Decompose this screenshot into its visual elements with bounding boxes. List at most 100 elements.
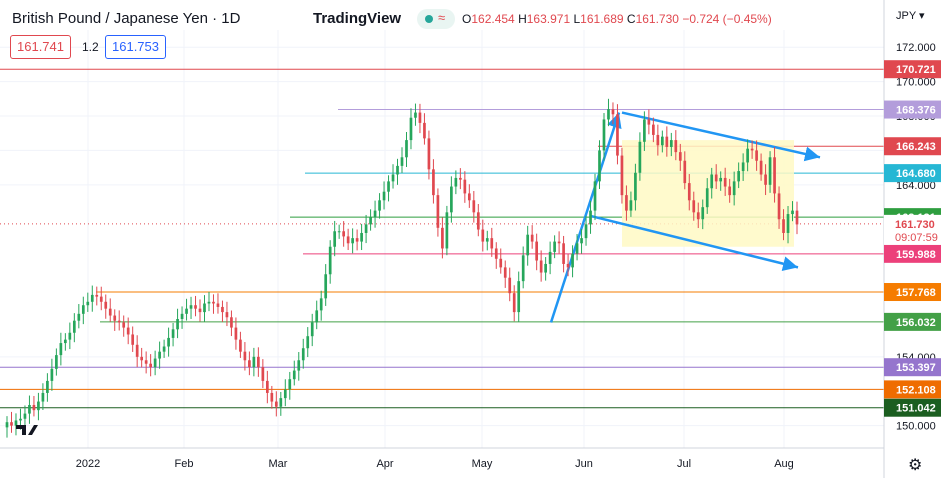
- candle: [248, 351, 251, 376]
- candle-body: [203, 303, 206, 313]
- candle: [180, 306, 184, 329]
- candle: [239, 331, 242, 358]
- candle: [503, 260, 507, 288]
- candle: [782, 209, 785, 241]
- candle-body: [485, 238, 489, 242]
- candle-body: [373, 210, 377, 218]
- candle: [10, 411, 13, 433]
- candle-body: [674, 140, 678, 153]
- candle-body: [59, 343, 63, 356]
- upper-channel-arrow: [621, 111, 821, 162]
- candle: [279, 391, 283, 416]
- candle: [454, 170, 458, 195]
- candle-body: [643, 119, 646, 142]
- candle-body: [364, 224, 368, 233]
- candle-body: [351, 238, 354, 244]
- candle: [59, 332, 63, 366]
- symbol-title[interactable]: British Pound / Japanese Yen · 1D: [12, 10, 241, 27]
- candle-body: [333, 231, 337, 247]
- candle-body: [189, 305, 193, 309]
- candle-body: [355, 238, 359, 242]
- level-price-label: 151.042: [884, 398, 941, 417]
- candle: [580, 228, 583, 254]
- candle: [382, 181, 386, 210]
- candle: [243, 342, 247, 371]
- candle: [786, 206, 790, 244]
- candle: [791, 201, 794, 222]
- candle-body: [696, 212, 700, 220]
- candle-body: [418, 112, 422, 123]
- candle-body: [544, 263, 547, 273]
- candle-body: [400, 157, 404, 166]
- candle: [768, 151, 772, 193]
- candle-body: [494, 248, 498, 259]
- candle: [261, 359, 265, 389]
- candle: [598, 140, 601, 190]
- candle: [342, 221, 345, 247]
- candle: [230, 310, 233, 337]
- level-label-bg: [884, 100, 941, 119]
- buy-button[interactable]: 161.753: [105, 35, 166, 59]
- candle: [270, 385, 274, 409]
- candle: [55, 348, 58, 376]
- candle-body: [714, 174, 718, 182]
- candle-body: [598, 150, 601, 182]
- candle-body: [261, 367, 265, 381]
- candle-body: [301, 348, 305, 361]
- candle-body: [328, 246, 332, 275]
- candle: [508, 267, 512, 302]
- candle-body: [391, 174, 395, 182]
- candle: [732, 171, 736, 206]
- candle-body: [149, 363, 152, 368]
- candle: [476, 203, 480, 237]
- candle-body: [450, 186, 453, 213]
- candle-body: [14, 420, 18, 426]
- candle: [669, 132, 673, 157]
- candle: [678, 143, 682, 171]
- candle-body: [467, 193, 471, 201]
- market-status-badge[interactable]: ≈: [417, 9, 455, 29]
- candle-body: [162, 346, 166, 352]
- y-tick-label: 164.000: [896, 180, 936, 192]
- level-price-label: 157.768: [884, 283, 941, 302]
- candle: [360, 223, 363, 251]
- candle: [64, 333, 67, 351]
- gear-icon[interactable]: ⚙: [908, 457, 923, 474]
- candle-body: [167, 337, 170, 347]
- candle: [741, 153, 745, 181]
- candle: [144, 351, 148, 374]
- level-label-text: 166.243: [896, 141, 936, 153]
- candle: [485, 230, 489, 251]
- candle: [409, 108, 413, 150]
- candle: [759, 153, 763, 181]
- candle: [414, 103, 417, 126]
- candle-body: [665, 136, 669, 147]
- candle-body: [122, 322, 126, 328]
- level-price-label: 166.243: [884, 137, 941, 156]
- candle: [14, 413, 18, 436]
- candle: [764, 164, 767, 196]
- candle: [158, 341, 161, 369]
- candle: [297, 352, 301, 381]
- candle: [373, 200, 377, 228]
- candle-body: [292, 370, 296, 380]
- candle: [306, 327, 310, 358]
- candle-body: [432, 169, 435, 196]
- candle-body: [32, 404, 36, 411]
- price-labels-layer: 170.721168.376166.243164.680162.121159.9…: [884, 60, 941, 417]
- candle-body: [414, 112, 417, 118]
- sell-button[interactable]: 161.741: [10, 35, 71, 59]
- candle: [490, 227, 494, 257]
- candle-body: [387, 181, 390, 192]
- candle: [728, 178, 732, 203]
- candle-body: [55, 355, 58, 369]
- currency-selector[interactable]: JPY ▾: [896, 9, 925, 22]
- candle-body: [270, 392, 274, 402]
- candle-body: [239, 339, 242, 352]
- candle-body: [77, 313, 81, 321]
- candle-body: [306, 336, 310, 349]
- candle-body: [194, 305, 197, 309]
- candle-body: [499, 258, 503, 268]
